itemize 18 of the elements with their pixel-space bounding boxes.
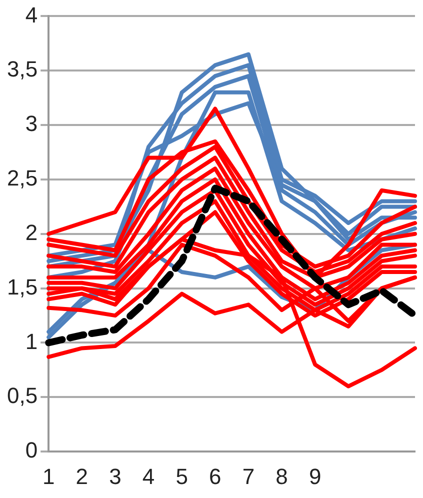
- y-tick-label: 2,5: [6, 166, 38, 191]
- y-tick-label: 3: [25, 111, 38, 136]
- y-tick-label: 0: [25, 438, 38, 463]
- x-tick-label: 4: [142, 464, 155, 489]
- x-tick-label: 9: [308, 464, 322, 489]
- x-tick-label: 6: [209, 464, 222, 489]
- x-tick-label: 3: [109, 464, 122, 489]
- y-tick-label: 1,5: [6, 274, 38, 300]
- x-tick-label: 5: [176, 464, 188, 489]
- x-tick-label: 7: [242, 464, 255, 489]
- x-tick-label: 1: [42, 464, 55, 489]
- x-tick-label: 8: [276, 464, 288, 489]
- y-tick-label: 0,5: [6, 383, 38, 408]
- x-tick-label: 2: [76, 464, 88, 489]
- y-tick-label: 3,5: [6, 56, 38, 82]
- y-tick-label: 4: [25, 2, 38, 28]
- y-tick-label: 2: [25, 220, 38, 245]
- y-tick-label: 1: [25, 328, 38, 354]
